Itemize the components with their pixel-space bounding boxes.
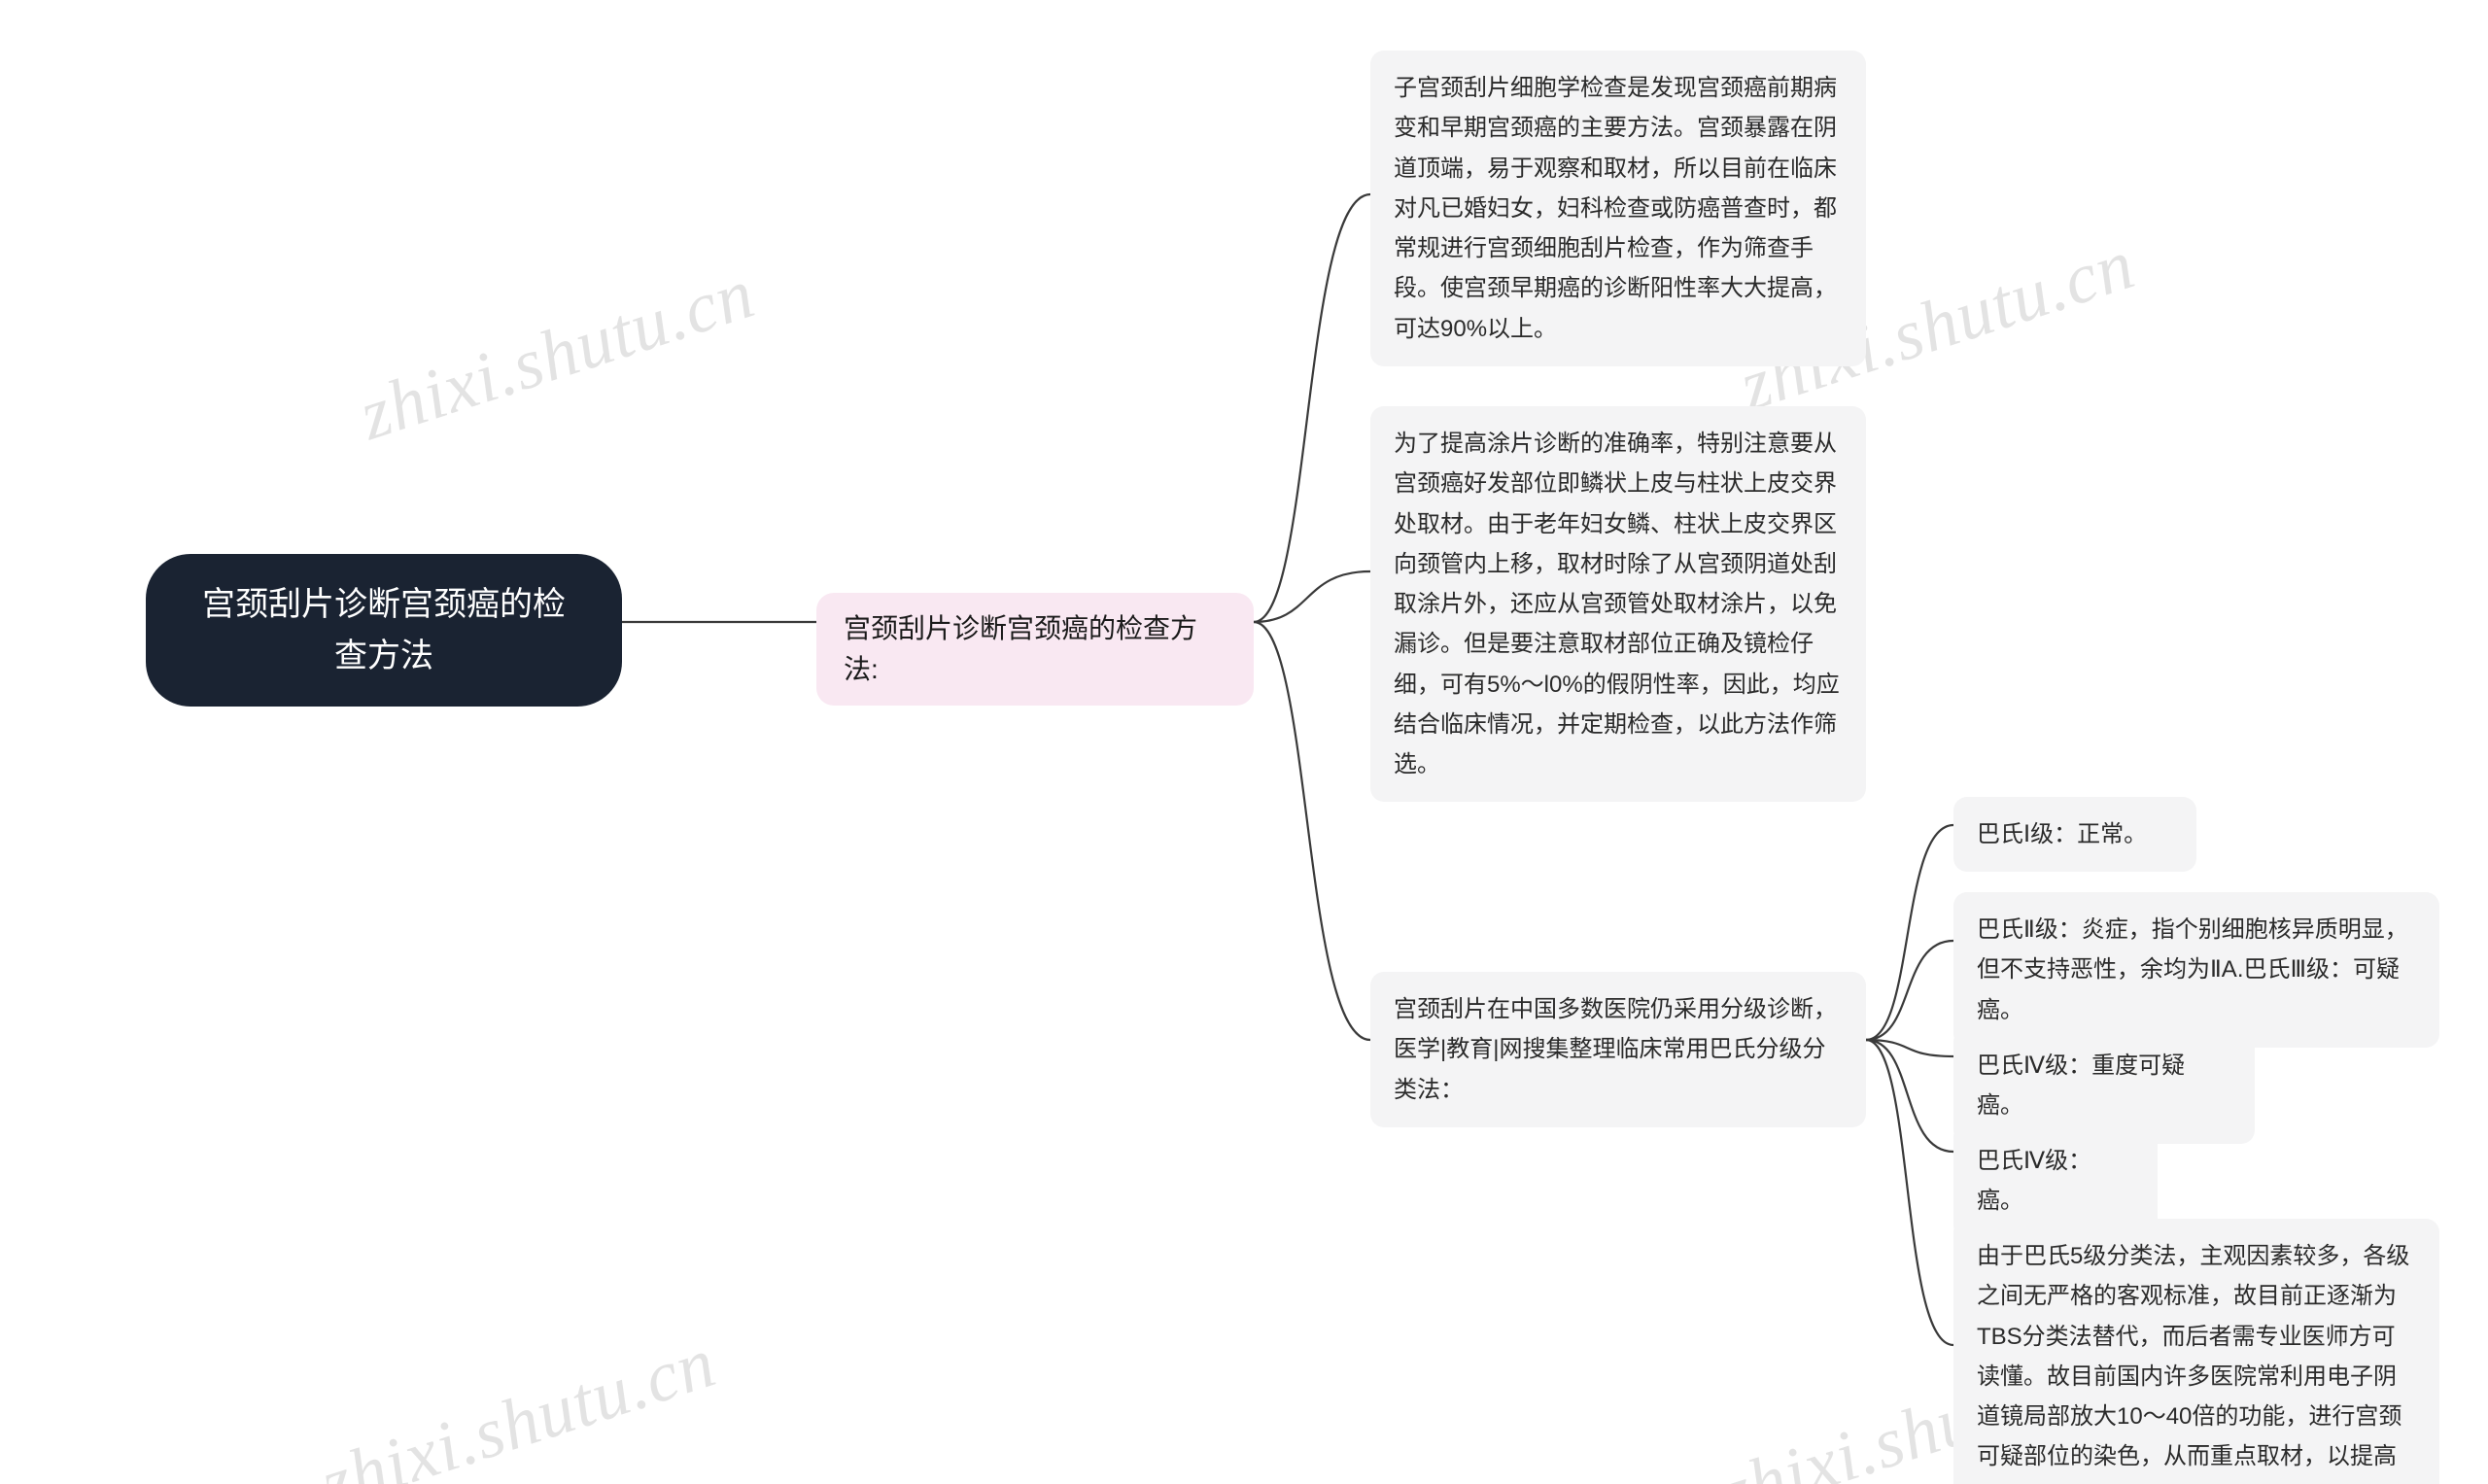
level4-text: 由于巴氏5级分类法，主观因素较多，各级之间无严格的客观标准，故目前正逐渐为TBS… (1977, 1243, 2409, 1484)
edge-l2-n3 (1254, 622, 1370, 1040)
watermark: zhixi.shutu.cn (350, 253, 765, 458)
level3-node[interactable]: 子宫颈刮片细胞学检查是发现宫颈癌前期病变和早期宫颈癌的主要方法。宫颈暴露在阴道顶… (1370, 51, 1866, 366)
level4-node[interactable]: 巴氏Ⅱ级：炎症，指个别细胞核异质明显，但不支持恶性，余均为ⅡA.巴氏Ⅲ级：可疑癌… (1953, 892, 2439, 1048)
watermark: zhixi.shutu.cn (311, 1322, 726, 1484)
edge-n3-c3 (1866, 1040, 1953, 1056)
edge-n3-c5 (1866, 1040, 1953, 1345)
edge-l2-n1 (1254, 194, 1370, 622)
level2-label: 宫颈刮片诊断宫颈癌的检查方法: (844, 613, 1197, 684)
level3-node[interactable]: 宫颈刮片在中国多数医院仍采用分级诊断，医学|教育|网搜集整理临床常用巴氏分级分类… (1370, 972, 1866, 1127)
level4-node[interactable]: 巴氏Ⅰ级：正常。 (1953, 797, 2196, 872)
level3-text: 宫颈刮片在中国多数医院仍采用分级诊断，医学|教育|网搜集整理临床常用巴氏分级分类… (1394, 996, 1837, 1103)
edge-l2-n2 (1254, 571, 1370, 622)
level4-text: 巴氏Ⅳ级：癌。 (1977, 1148, 2091, 1214)
edge-n3-c2 (1866, 941, 1953, 1040)
mindmap-canvas: zhixi.shutu.cn zhixi.shutu.cn zhixi.shut… (0, 0, 2488, 1484)
root-label: 宫颈刮片诊断宫颈癌的检查方法 (202, 586, 566, 674)
edge-n3-c4 (1866, 1040, 1953, 1152)
level4-text: 巴氏Ⅳ级：重度可疑癌。 (1977, 1053, 2185, 1119)
edge-n3-c1 (1866, 825, 1953, 1040)
level3-text: 为了提高涂片诊断的准确率，特别注意要从宫颈癌好发部位即鳞状上皮与柱状上皮交界处取… (1394, 431, 1840, 777)
level4-text: 巴氏Ⅱ级：炎症，指个别细胞核异质明显，但不支持恶性，余均为ⅡA.巴氏Ⅲ级：可疑癌… (1977, 916, 2408, 1023)
level3-node[interactable]: 为了提高涂片诊断的准确率，特别注意要从宫颈癌好发部位即鳞状上皮与柱状上皮交界处取… (1370, 406, 1866, 802)
level4-node[interactable]: 由于巴氏5级分类法，主观因素较多，各级之间无严格的客观标准，故目前正逐渐为TBS… (1953, 1219, 2439, 1484)
level3-text: 子宫颈刮片细胞学检查是发现宫颈癌前期病变和早期宫颈癌的主要方法。宫颈暴露在阴道顶… (1394, 75, 1837, 342)
root-node[interactable]: 宫颈刮片诊断宫颈癌的检查方法 (146, 554, 622, 707)
level2-node[interactable]: 宫颈刮片诊断宫颈癌的检查方法: (816, 593, 1254, 706)
level4-text: 巴氏Ⅰ级：正常。 (1977, 821, 2147, 847)
